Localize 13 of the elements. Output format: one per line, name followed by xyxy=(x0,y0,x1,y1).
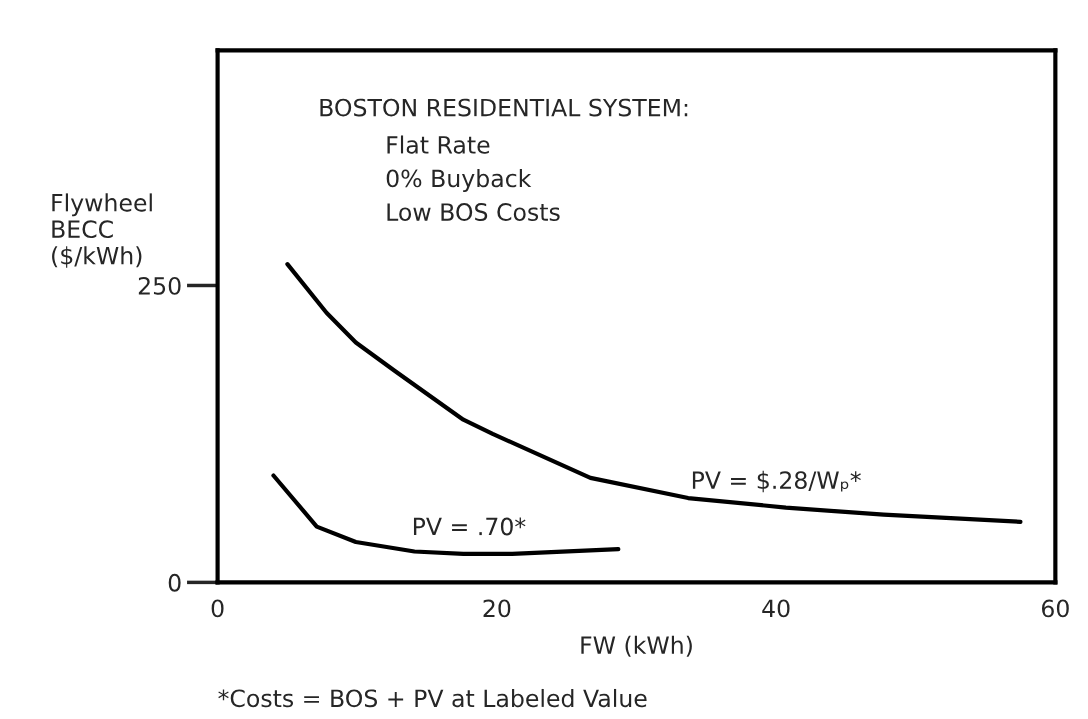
annotation: PV = $.28/Wₚ* xyxy=(692,470,861,493)
line-series xyxy=(271,473,621,556)
x-tick-label: 20 xyxy=(483,599,511,618)
text: *Costs = BOS + PV at Labeled Value xyxy=(218,688,647,708)
text: BOSTON RESIDENTIAL SYSTEM: xyxy=(320,98,688,117)
text: Flat Rate 0% Buyback Low BOS Costs xyxy=(386,135,560,221)
x-tick-label: 40 xyxy=(762,599,790,618)
y-axis-title: Flywheel BECC ($/kWh) xyxy=(52,193,152,268)
annotation: PV = .70* xyxy=(413,517,526,536)
y-tick-label: 250 xyxy=(138,276,181,295)
x-tick-label: 60 xyxy=(1041,599,1069,618)
x-axis-title: FW (kWh) xyxy=(581,635,692,657)
x-tick-label: 0 xyxy=(211,599,224,618)
